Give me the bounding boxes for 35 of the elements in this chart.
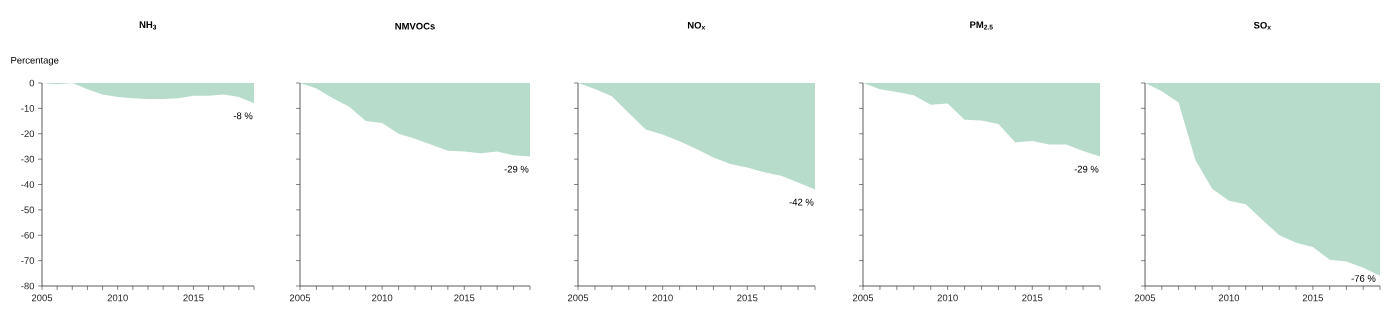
- x-tick-label: 2015: [183, 294, 204, 302]
- x-tick-label: 2015: [1022, 294, 1043, 302]
- y-tick-label: -40: [21, 181, 35, 188]
- chart-title: NH$_{3}$: [139, 21, 157, 30]
- x-tick-label: 2005: [289, 294, 311, 302]
- x-tick-label: 2010: [372, 294, 393, 302]
- y-axis-title: Percentage: [11, 57, 59, 66]
- y-tick-label: -50: [21, 206, 35, 214]
- annotation: -29 %: [504, 165, 529, 173]
- y-tick-label: -60: [21, 231, 35, 239]
- x-tick-label: 2005: [852, 294, 874, 302]
- x-tick-label: 2015: [454, 294, 475, 302]
- x-tick-label: 2010: [1218, 294, 1240, 302]
- y-tick-label: -70: [21, 257, 35, 264]
- x-tick-label: 2015: [737, 294, 758, 302]
- chart-title: PM$_{2.5}$: [970, 21, 993, 30]
- chart-title: SO$_{x}$: [1253, 21, 1271, 30]
- x-tick-label: 2010: [652, 294, 673, 302]
- y-tick-label: -10: [21, 105, 35, 112]
- y-tick-label: 0: [29, 79, 35, 87]
- annotation: -42 %: [789, 198, 814, 206]
- x-tick-label: 2005: [567, 294, 589, 302]
- y-tick-label: -30: [21, 155, 35, 163]
- x-tick-label: 2005: [31, 294, 53, 302]
- x-tick-label: 2010: [937, 294, 958, 302]
- x-tick-label: 2010: [107, 294, 128, 302]
- y-tick-label: -80: [21, 282, 35, 290]
- x-tick-label: 2015: [1302, 294, 1324, 302]
- annotation: -29 %: [1074, 165, 1099, 173]
- y-tick-label: -20: [21, 130, 35, 138]
- x-tick-label: 2005: [1134, 294, 1156, 302]
- annotation: -76 %: [1351, 275, 1376, 282]
- chart-title: NO$_{x}$: [687, 21, 706, 30]
- annotation: -8 %: [233, 112, 253, 120]
- chart-title: NMVOCs: [395, 22, 435, 30]
